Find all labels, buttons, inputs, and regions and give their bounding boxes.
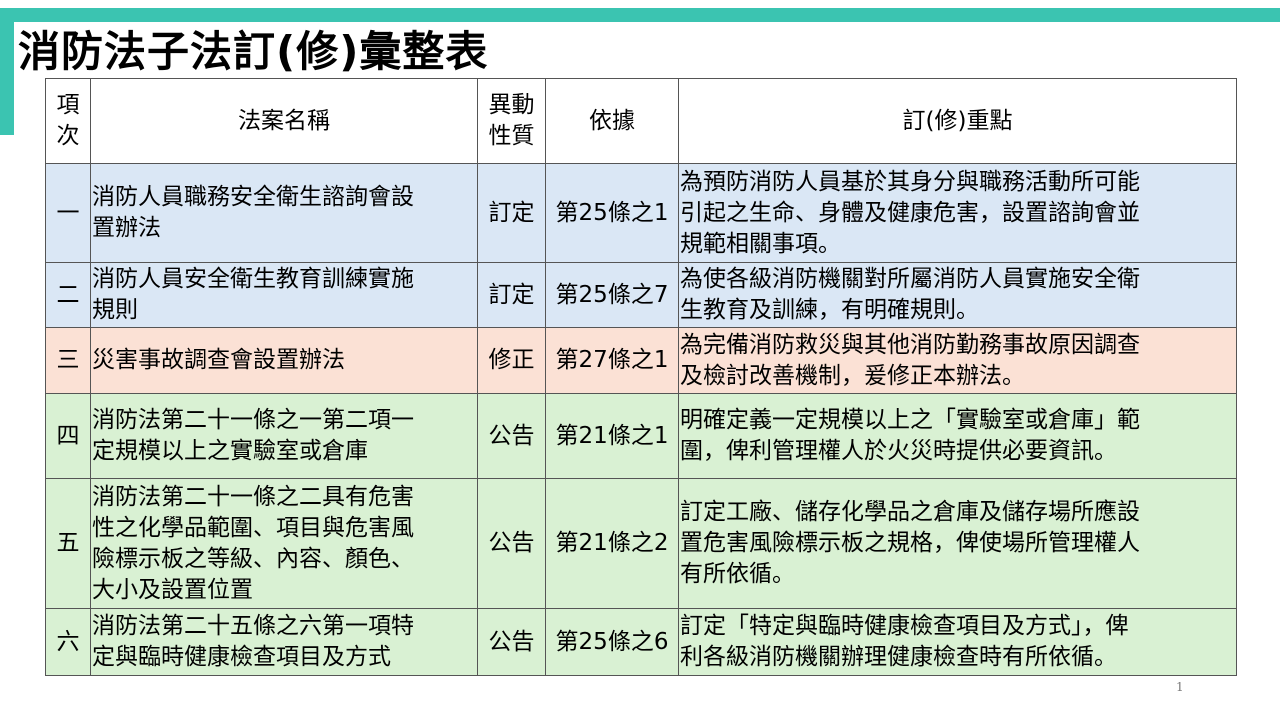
text-line: 置危害風險標示板之規格，俾使場所管理權人: [680, 530, 1140, 556]
text-line: 圍，俾利管理權人於火災時提供必要資訊。: [680, 438, 1117, 464]
text-line: 項: [56, 92, 80, 118]
cell-name: 消防人員安全衛生教育訓練實施 規則: [90, 262, 478, 328]
text-line: 有所依循。: [680, 561, 795, 587]
page-number: 1: [1176, 680, 1184, 694]
header-basis: 依據: [545, 78, 679, 164]
accent-band: [0, 8, 1280, 22]
text-line: 法案名稱: [238, 107, 330, 134]
cell-focus: 為完備消防救災與其他消防勤務事故原因調查 及檢討改善機制，爰修正本辦法。: [678, 327, 1237, 394]
cell-focus: 為預防消防人員基於其身分與職務活動所可能 引起之生命、身體及健康危害，設置諮詢會並…: [678, 163, 1237, 263]
text-line: 生教育及訓練，有明確規則。: [680, 297, 979, 323]
cell-basis: 第25條之6: [545, 608, 679, 676]
cell-no: 二: [45, 262, 91, 328]
text-line: 規則: [92, 297, 138, 323]
table-header-row: 項次 法案名稱 異動性質 依據 訂(修)重點: [45, 78, 1237, 164]
text-line: 次: [56, 123, 80, 149]
text-line: 災害事故調查會設置辦法: [92, 347, 345, 373]
cell-focus: 為使各級消防機關對所屬消防人員實施安全衛 生教育及訓練，有明確規則。: [678, 262, 1237, 328]
cell-basis: 第25條之1: [545, 163, 679, 263]
cell-no: 六: [45, 608, 91, 676]
text-line: 為使各級消防機關對所屬消防人員實施安全衛: [680, 266, 1140, 292]
text-line: 消防法第二十五條之六第一項特: [92, 613, 414, 639]
cell-type: 訂定: [477, 163, 546, 263]
cell-type: 修正: [477, 327, 546, 394]
table-row: 四消防法第二十一條之一第二項一 定規模以上之實驗室或倉庫 公告 第21條之1 明確定義一…: [45, 393, 1237, 479]
cell-basis: 第21條之1: [545, 393, 679, 479]
header-name: 法案名稱: [90, 78, 478, 164]
table-row: 一消防人員職務安全衛生諮詢會設 置辦法 訂定 第25條之1 為預防消防人員基於其身分與職…: [45, 163, 1237, 263]
text-line: 消防法第二十一條之一第二項一: [92, 407, 414, 433]
text-line: 性質: [488, 123, 535, 149]
text-line: 規範相關事項。: [680, 230, 841, 257]
cell-type: 公告: [477, 608, 546, 676]
cell-focus: 訂定「特定與臨時健康檢查項目及方式」，俾 利各級消防機關辦理健康檢查時有所依循。: [678, 608, 1237, 676]
cell-type: 公告: [477, 478, 546, 609]
text-line: 消防人員安全衛生教育訓練實施: [92, 266, 414, 292]
text-line: 利各級消防機關辦理健康檢查時有所依循。: [680, 644, 1117, 670]
text-line: 明確定義一定規模以上之「實驗室或倉庫」範: [680, 407, 1140, 433]
cell-basis: 第25條之7: [545, 262, 679, 328]
cell-no: 一: [45, 163, 91, 263]
text-line: 定規模以上之實驗室或倉庫: [92, 438, 368, 464]
table-row: 三災害事故調查會設置辦法 修正 第27條之1 為完備消防救災與其他消防勤務事故原因調查…: [45, 327, 1237, 394]
text-line: 消防法第二十一條之二具有危害: [92, 483, 414, 510]
cell-no: 五: [45, 478, 91, 609]
text-line: 及檢討改善機制，爰修正本辦法。: [680, 362, 1025, 389]
cell-name: 消防人員職務安全衛生諮詢會設 置辦法: [90, 163, 478, 263]
regulation-table: 項次 法案名稱 異動性質 依據 訂(修)重點 一消防人員職務安全衛生諮詢會設 置辦…: [45, 78, 1237, 676]
cell-focus: 訂定工廠、儲存化學品之倉庫及儲存場所應設 置危害風險標示板之規格，俾使場所管理權人…: [678, 478, 1237, 609]
cell-no: 四: [45, 393, 91, 479]
cell-type: 訂定: [477, 262, 546, 328]
cell-focus: 明確定義一定規模以上之「實驗室或倉庫」範 圍，俾利管理權人於火災時提供必要資訊。: [678, 393, 1237, 479]
cell-name: 災害事故調查會設置辦法: [90, 327, 478, 394]
cell-name: 消防法第二十一條之一第二項一 定規模以上之實驗室或倉庫: [90, 393, 478, 479]
cell-no: 三: [45, 327, 91, 394]
table-row: 二消防人員安全衛生教育訓練實施 規則 訂定 第25條之7 為使各級消防機關對所屬消防人員…: [45, 262, 1237, 328]
text-line: 訂定工廠、儲存化學品之倉庫及儲存場所應設: [680, 499, 1140, 525]
text-line: 為完備消防救災與其他消防勤務事故原因調查: [680, 331, 1140, 358]
page-title: 消防法子法訂(修)彙整表: [18, 27, 489, 76]
table-row: 五消防法第二十一條之二具有危害 性之化學品範圍、項目與危害風 險標示板之等級、內容、…: [45, 478, 1237, 609]
text-line: 訂定「特定與臨時健康檢查項目及方式」，俾: [680, 613, 1129, 639]
accent-bar: [0, 8, 14, 135]
header-focus: 訂(修)重點: [678, 78, 1237, 164]
table-row: 六消防法第二十五條之六第一項特 定與臨時健康檢查項目及方式 公告 第25條之6 訂定「特…: [45, 608, 1237, 676]
cell-basis: 第21條之2: [545, 478, 679, 609]
header-type: 異動 性質: [477, 78, 546, 164]
text-line: 大小及設置位置: [92, 576, 253, 603]
text-line: 異動: [488, 92, 535, 118]
cell-type: 公告: [477, 393, 546, 479]
cell-basis: 第27條之1: [545, 327, 679, 394]
text-line: 置辦法: [92, 215, 161, 241]
text-line: 定與臨時健康檢查項目及方式: [92, 644, 391, 670]
text-line: 為預防消防人員基於其身分與職務活動所可能: [680, 168, 1140, 195]
text-line: 消防人員職務安全衛生諮詢會設: [92, 184, 414, 210]
text-line: 性之化學品範圍、項目與危害風: [92, 514, 414, 541]
text-line: 險標示板之等級、內容、顏色、: [92, 545, 414, 572]
cell-name: 消防法第二十五條之六第一項特 定與臨時健康檢查項目及方式: [90, 608, 478, 676]
cell-name: 消防法第二十一條之二具有危害 性之化學品範圍、項目與危害風 險標示板之等級、內容、顏…: [90, 478, 478, 609]
text-line: 訂(修)重點: [902, 107, 1013, 134]
text-line: 引起之生命、身體及健康危害，設置諮詢會並: [680, 199, 1140, 226]
text-line: 依據: [589, 107, 635, 134]
header-no: 項次: [45, 78, 91, 164]
